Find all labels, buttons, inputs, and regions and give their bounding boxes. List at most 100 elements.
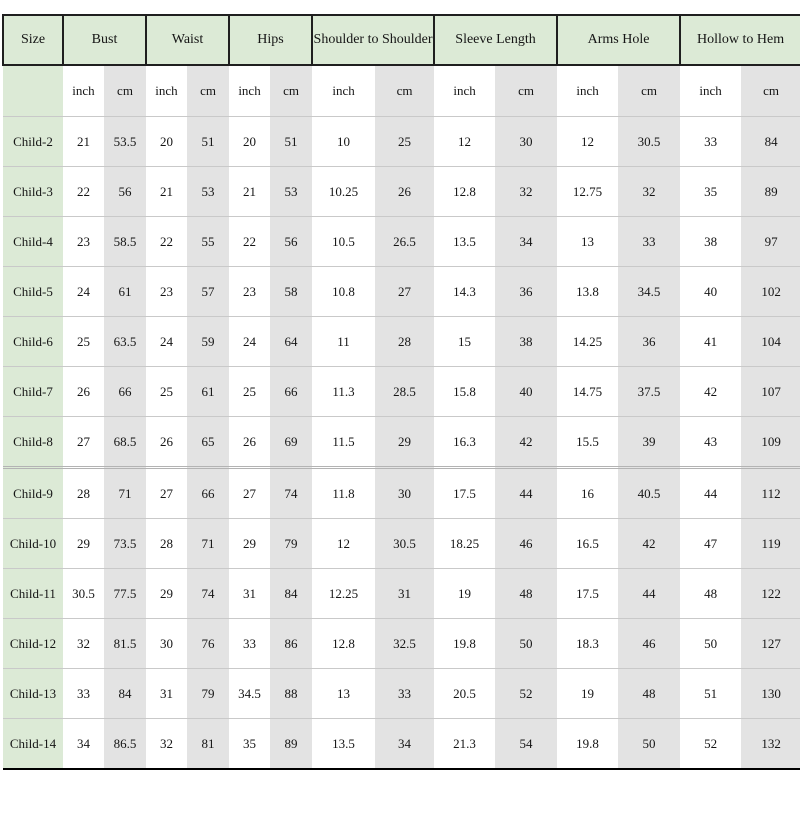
measurement-cell: 44 [680,466,742,519]
table-row-child-12: Child-12 32 81.5 30 76 33 86 12.8 32.5 19.8 50 18.3… [3,618,800,669]
measurement-cell: 25 [375,116,435,167]
measurement-cell: 52 [680,718,742,770]
unit-header-inch: inch [146,65,187,117]
unit-header-inch: inch [229,65,271,117]
measurement-cell: 12.8 [434,166,496,217]
measurement-cell: 32 [495,166,558,217]
table-row-child-13: Child-13 33 84 31 79 34.5 88 13 33 20.5 52 19 48 51 13… [3,668,800,719]
row-size-label: Child-9 [3,466,63,519]
measurement-cell: 84 [104,668,146,719]
measurement-cell: 18.25 [434,518,496,569]
measurement-cell: 76 [187,618,230,669]
measurement-cell: 64 [270,316,313,367]
measurement-cell: 12 [557,116,619,167]
measurement-cell: 17.5 [557,568,619,619]
row-size-label: Child-8 [3,416,63,468]
column-header-arms-hole: Arms Hole [556,14,682,66]
measurement-cell: 81 [187,718,230,770]
measurement-cell: 42 [618,518,681,569]
measurement-cell: 109 [741,416,800,468]
measurement-cell: 29 [229,518,271,569]
measurement-cell: 66 [270,366,313,417]
measurement-cell: 21.3 [434,718,496,770]
measurement-cell: 34.5 [618,266,681,317]
measurement-cell: 61 [187,366,230,417]
measurement-cell: 119 [741,518,800,569]
table-row-child-7: Child-7 26 66 25 61 25 66 11.3 28.5 15.8 40 14.75 37… [3,366,800,417]
measurement-cell: 47 [680,518,742,569]
measurement-cell: 22 [146,216,187,267]
measurement-cell: 13.5 [434,216,496,267]
measurement-cell: 24 [63,266,104,317]
measurement-cell: 63.5 [104,316,146,367]
measurement-cell: 59 [187,316,230,367]
measurement-cell: 31 [229,568,271,619]
measurement-cell: 10 [312,116,376,167]
measurement-cell: 16.3 [434,416,496,468]
unit-header-inch: inch [312,65,376,117]
measurement-cell: 29 [146,568,187,619]
unit-header-cm: cm [187,65,230,117]
measurement-cell: 77.5 [104,568,146,619]
row-size-label: Child-5 [3,266,63,317]
column-header-shoulder-to-shoulder: Shoulder to Shoulder [311,14,436,66]
unit-header-inch: inch [557,65,619,117]
measurement-cell: 102 [741,266,800,317]
row-size-label: Child-7 [3,366,63,417]
measurement-cell: 89 [270,718,313,770]
measurement-cell: 36 [495,266,558,317]
column-header-size: Size [2,14,64,66]
measurement-cell: 89 [741,166,800,217]
measurement-cell: 42 [495,416,558,468]
measurement-cell: 20 [229,116,271,167]
measurement-cell: 69 [270,416,313,468]
measurement-cell: 36 [618,316,681,367]
measurement-cell: 15 [434,316,496,367]
measurement-cell: 48 [495,568,558,619]
unit-header-cm: cm [495,65,558,117]
measurement-cell: 11 [312,316,376,367]
measurement-cell: 97 [741,216,800,267]
column-header-hollow-to-hem: Hollow to Hem [679,14,800,66]
row-size-label: Child-4 [3,216,63,267]
measurement-cell: 44 [618,568,681,619]
column-header-hips: Hips [228,14,314,66]
measurement-cell: 48 [680,568,742,619]
measurement-cell: 74 [187,568,230,619]
measurement-cell: 12.8 [312,618,376,669]
measurement-cell: 26.5 [375,216,435,267]
measurement-cell: 26 [146,416,187,468]
unit-header-inch: inch [680,65,742,117]
measurement-cell: 35 [229,718,271,770]
measurement-cell: 84 [270,568,313,619]
unit-header-cm: cm [375,65,435,117]
measurement-cell: 32 [618,166,681,217]
measurement-cell: 21 [146,166,187,217]
measurement-cell: 19 [557,668,619,719]
measurement-cell: 50 [495,618,558,669]
measurement-cell: 29 [375,416,435,468]
table-row-child-9: Child-9 28 71 27 66 27 74 11.8 30 17.5 44 16 40.5 44 1… [3,466,800,519]
measurement-cell: 86 [270,618,313,669]
measurement-cell: 48 [618,668,681,719]
measurement-cell: 38 [495,316,558,367]
measurement-cell: 28.5 [375,366,435,417]
measurement-cell: 34 [495,216,558,267]
measurement-cell: 17.5 [434,466,496,519]
measurement-cell: 27 [229,466,271,519]
measurement-cell: 30.5 [375,518,435,569]
measurement-cell: 127 [741,618,800,669]
measurement-cell: 12 [434,116,496,167]
measurement-cell: 12.25 [312,568,376,619]
measurement-cell: 13 [557,216,619,267]
measurement-cell: 34.5 [229,668,271,719]
table-row-child-3: Child-3 22 56 21 53 21 53 10.25 26 12.8 32 12.75 32 3… [3,166,800,217]
unit-header-inch: inch [434,65,496,117]
measurement-cell: 10.8 [312,266,376,317]
measurement-cell: 30.5 [618,116,681,167]
unit-header-cm: cm [618,65,681,117]
measurement-cell: 15.8 [434,366,496,417]
measurement-cell: 33 [618,216,681,267]
measurement-cell: 132 [741,718,800,770]
measurement-cell: 18.3 [557,618,619,669]
